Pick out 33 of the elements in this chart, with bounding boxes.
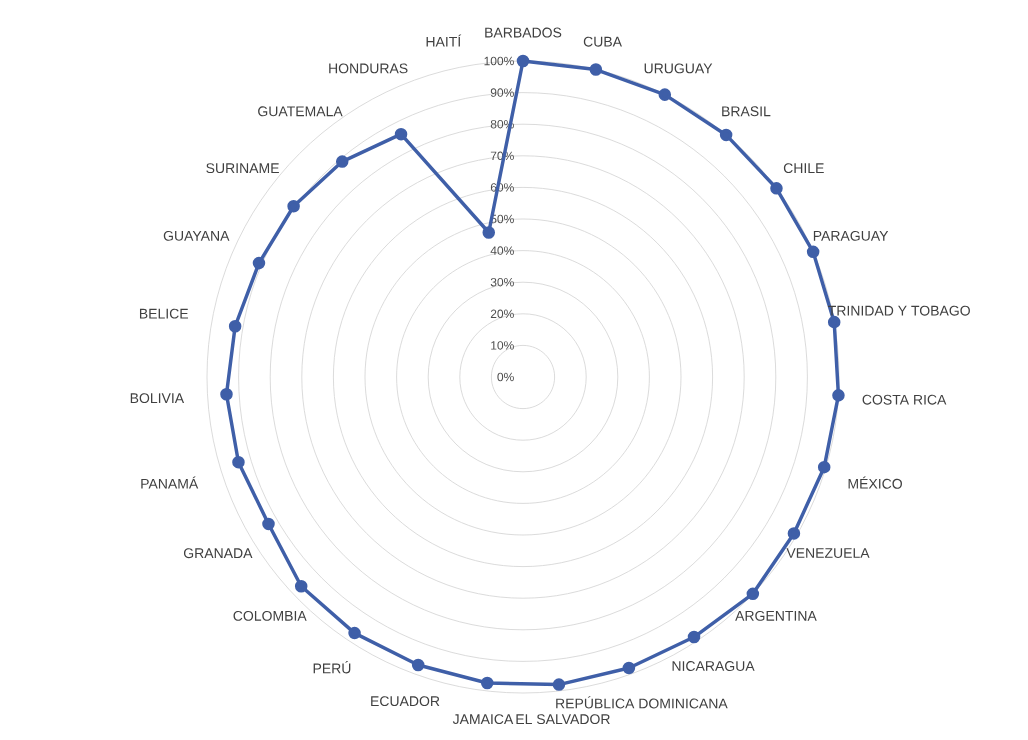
y-tick-label: 0% — [497, 372, 514, 382]
y-tick-label: 20% — [490, 309, 514, 319]
spoke-label: VENEZUELA — [786, 548, 870, 558]
y-tick-label: 100% — [484, 56, 514, 66]
spoke-label: HONDURAS — [329, 63, 408, 74]
spoke-label: REPÚBLICA DOMINICANA — [556, 696, 728, 709]
spoke-label: ECUADOR — [371, 696, 440, 707]
spoke-label: JAMAICA — [452, 714, 514, 725]
y-tick-label: 40% — [490, 246, 514, 255]
spoke-label: CUBA — [583, 36, 622, 47]
spoke-label: GUATEMALA — [258, 106, 343, 117]
y-tick-label: 30% — [490, 277, 514, 287]
spoke-label: GRANADA — [183, 548, 253, 559]
spoke-label: PARAGUAY — [813, 230, 889, 241]
spoke-label: NICARAGUA — [672, 661, 755, 672]
spoke-label: BOLIVIA — [130, 393, 185, 404]
spoke-label: COSTA RICA — [862, 394, 947, 405]
spoke-label: SURINAME — [206, 163, 279, 174]
y-tick-label: 90% — [490, 88, 514, 97]
spoke-label: HAITÍ — [426, 34, 462, 47]
y-tick-label: 10% — [491, 341, 514, 350]
spoke-label: BELICE — [139, 308, 189, 319]
spoke-label: PERÚ — [313, 661, 351, 674]
spoke-label: URUGUAY — [644, 63, 713, 74]
spoke-label: CHILE — [783, 163, 824, 174]
spoke-label: BRASIL — [722, 106, 771, 117]
spoke-label: MÉXICO — [848, 476, 902, 489]
spoke-label: EL SALVADOR — [516, 714, 610, 725]
spoke-label: BARBADOS — [485, 27, 562, 38]
spoke-label: ARGENTINA — [735, 610, 817, 621]
spoke-label: GUAYANA — [163, 230, 230, 241]
spoke-label: PANAMÁ — [141, 476, 199, 489]
spoke-label: COLOMBIA — [233, 610, 307, 621]
